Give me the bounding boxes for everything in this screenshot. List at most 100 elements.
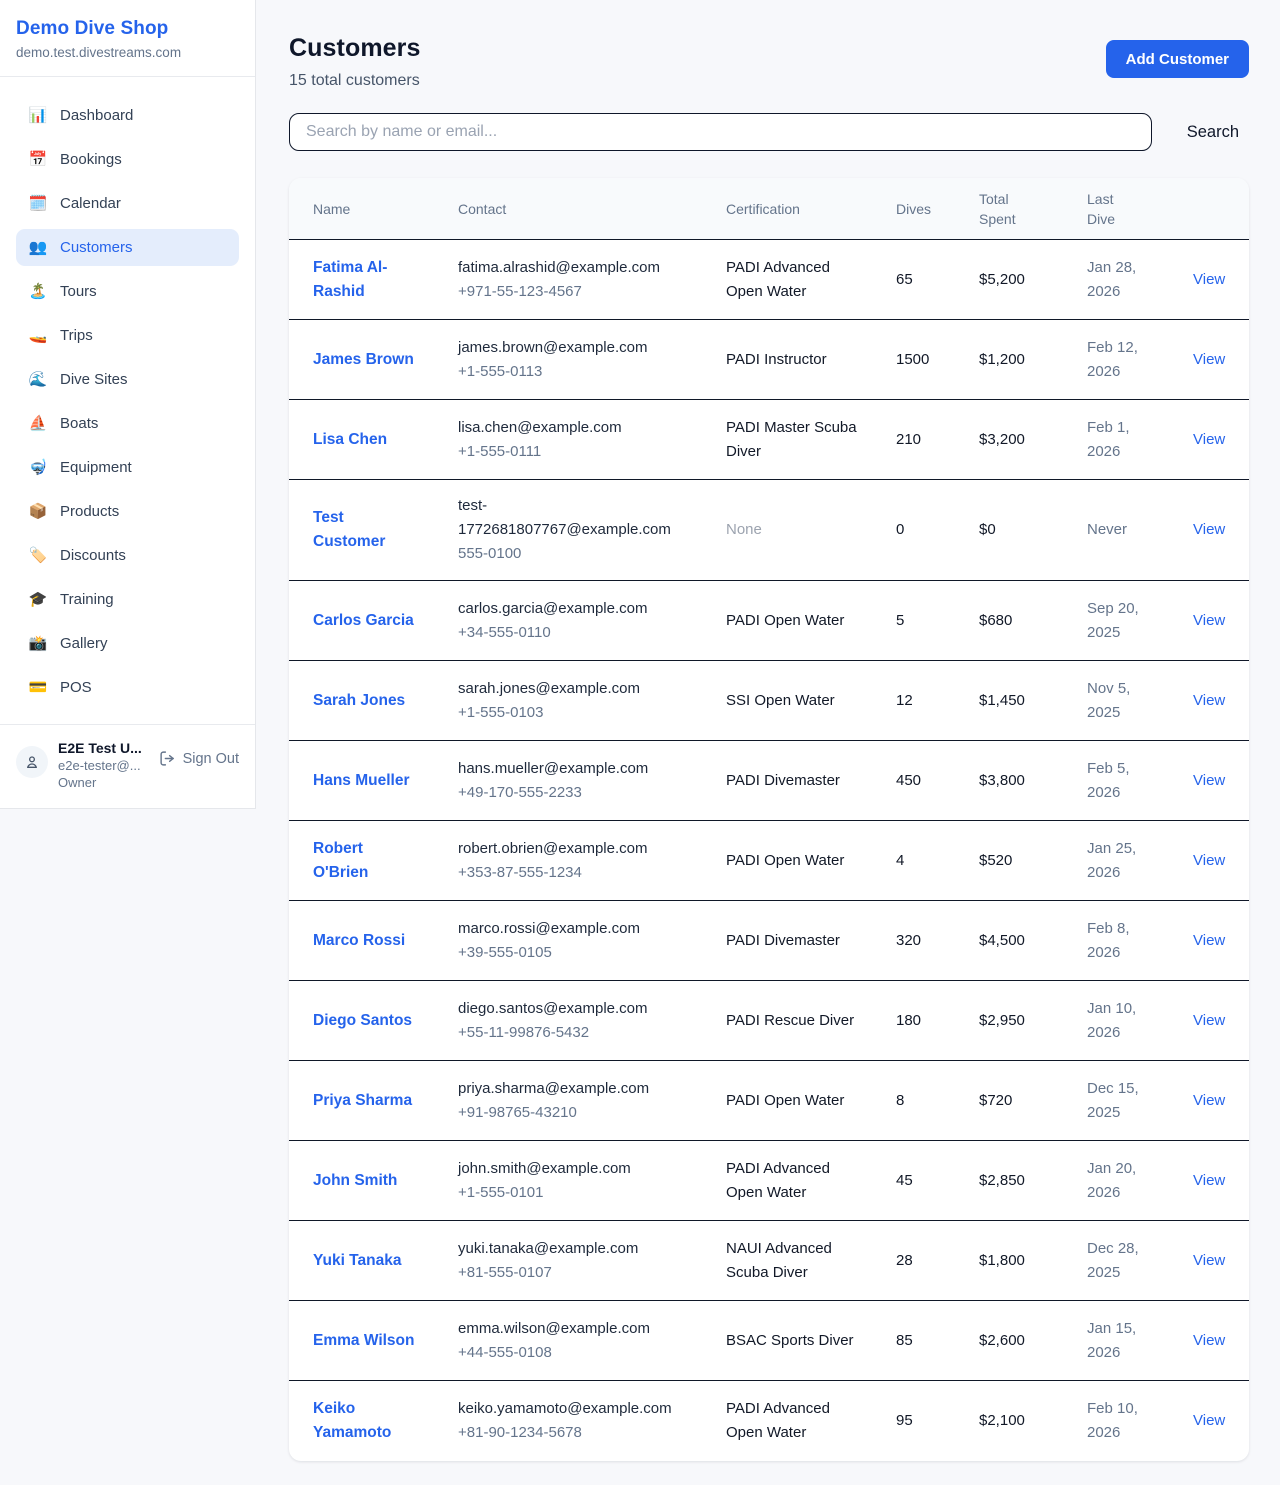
page-title: Customers: [289, 34, 421, 62]
view-link[interactable]: View: [1193, 691, 1226, 709]
table-row: Hans Mueller hans.mueller@example.com +4…: [289, 741, 1249, 821]
graduation-cap-icon: 🎓: [28, 591, 48, 608]
customer-last-dive: Feb 10, 2026: [1087, 1400, 1138, 1441]
view-link[interactable]: View: [1193, 430, 1226, 448]
view-link[interactable]: View: [1193, 1091, 1226, 1109]
customer-name-link[interactable]: Emma Wilson: [313, 1331, 415, 1349]
customer-name-link[interactable]: Lisa Chen: [313, 430, 388, 448]
search-button[interactable]: Search: [1177, 117, 1249, 148]
shop-subtitle: demo.test.divestreams.com: [16, 45, 182, 60]
customer-name-link[interactable]: Sarah Jones: [313, 691, 406, 709]
table-row: Priya Sharma priya.sharma@example.com +9…: [289, 1061, 1249, 1141]
avatar: [16, 746, 48, 778]
customer-name-link[interactable]: Marco Rossi: [313, 931, 406, 949]
table-row: Lisa Chen lisa.chen@example.com +1-555-0…: [289, 400, 1249, 480]
sidebar-item-trips[interactable]: 🚤 Trips: [16, 317, 239, 354]
customer-total-spent: $1,200: [979, 350, 1025, 368]
customer-name-link[interactable]: Fatima Al-Rashid: [313, 258, 388, 300]
customer-last-dive: Jan 28, 2026: [1087, 258, 1137, 300]
customer-name-link[interactable]: Robert O'Brien: [313, 839, 369, 881]
shop-title: Demo Dive Shop: [16, 18, 169, 39]
customer-email: hans.mueller@example.com: [458, 759, 649, 777]
customer-total-spent: $0: [979, 521, 996, 538]
sidebar-item-calendar[interactable]: 🗓️ Calendar: [16, 185, 239, 222]
view-link[interactable]: View: [1193, 771, 1226, 789]
customer-total-spent: $3,200: [979, 430, 1025, 448]
customer-name-link[interactable]: Hans Mueller: [313, 771, 410, 789]
customer-total-spent: $2,100: [979, 1412, 1025, 1429]
contact-cell: carlos.garcia@example.com +34-555-0110: [458, 597, 726, 645]
view-link[interactable]: View: [1193, 1331, 1226, 1349]
sidebar-item-tours[interactable]: 🏝️ Tours: [16, 273, 239, 310]
view-link[interactable]: View: [1193, 1171, 1226, 1189]
sidebar-item-training[interactable]: 🎓 Training: [16, 581, 239, 618]
customer-name-link[interactable]: Diego Santos: [313, 1011, 413, 1029]
view-link[interactable]: View: [1193, 851, 1226, 869]
view-link[interactable]: View: [1193, 1412, 1226, 1429]
view-link[interactable]: View: [1193, 350, 1226, 368]
sailboat-icon: ⛵: [28, 415, 48, 432]
view-link[interactable]: View: [1193, 1251, 1226, 1269]
customer-certification: PADI Advanced Open Water: [726, 1400, 830, 1441]
customer-email: keiko.yamamoto@example.com: [458, 1400, 672, 1417]
sign-out-button[interactable]: Sign Out: [159, 750, 239, 767]
sidebar-item-customers[interactable]: 👥 Customers: [16, 229, 239, 266]
view-link[interactable]: View: [1193, 611, 1226, 629]
sidebar-item-boats[interactable]: ⛵ Boats: [16, 405, 239, 442]
view-link[interactable]: View: [1193, 1011, 1226, 1029]
table-row: Sarah Jones sarah.jones@example.com +1-5…: [289, 661, 1249, 741]
table-row: Emma Wilson emma.wilson@example.com +44-…: [289, 1301, 1249, 1381]
sidebar-item-discounts[interactable]: 🏷️ Discounts: [16, 537, 239, 574]
search-input[interactable]: [289, 113, 1152, 151]
customer-dives: 0: [896, 521, 905, 538]
customer-certification: SSI Open Water: [726, 691, 835, 709]
sidebar-item-bookings[interactable]: 📅 Bookings: [16, 141, 239, 178]
view-link[interactable]: View: [1193, 931, 1226, 949]
sidebar-item-gallery[interactable]: 📸 Gallery: [16, 625, 239, 662]
customer-dives: 4: [896, 851, 905, 869]
customer-email: diego.santos@example.com: [458, 999, 648, 1017]
user-name: E2E Test U...: [58, 740, 142, 756]
customer-phone: +971-55-123-4567: [458, 282, 582, 300]
customer-name-link[interactable]: James Brown: [313, 350, 414, 368]
sidebar-item-dive-sites[interactable]: 🌊 Dive Sites: [16, 361, 239, 398]
add-customer-button[interactable]: Add Customer: [1105, 40, 1249, 78]
island-icon: 🏝️: [28, 283, 48, 300]
customer-phone: +55-11-99876-5432: [458, 1023, 590, 1041]
wave-icon: 🌊: [28, 371, 48, 388]
sidebar-item-dashboard[interactable]: 📊 Dashboard: [16, 97, 239, 134]
customer-dives: 1500: [896, 350, 930, 368]
total-customers-count: 15 total customers: [289, 72, 420, 89]
sidebar-item-products[interactable]: 📦 Products: [16, 493, 239, 530]
customer-dives: 85: [896, 1331, 913, 1349]
customer-name-link[interactable]: Test Customer: [313, 509, 386, 550]
customer-certification: BSAC Sports Diver: [726, 1331, 854, 1349]
customer-last-dive: Jan 10, 2026: [1087, 999, 1137, 1041]
credit-card-icon: 💳: [28, 679, 48, 696]
view-link[interactable]: View: [1193, 270, 1226, 288]
column-header-dives: Dives: [896, 200, 932, 217]
table-row: Diego Santos diego.santos@example.com +5…: [289, 981, 1249, 1061]
sidebar-item-pos[interactable]: 💳 POS: [16, 669, 239, 706]
table-row: Marco Rossi marco.rossi@example.com +39-…: [289, 901, 1249, 981]
contact-cell: marco.rossi@example.com +39-555-0105: [458, 917, 726, 965]
customer-certification: PADI Divemaster: [726, 931, 840, 949]
person-icon: [27, 756, 37, 768]
customer-name-link[interactable]: Priya Sharma: [313, 1091, 413, 1109]
sidebar-item-label: Dashboard: [60, 107, 134, 124]
customer-email: john.smith@example.com: [458, 1159, 631, 1177]
customer-name-link[interactable]: Yuki Tanaka: [313, 1251, 402, 1269]
sign-out-label: Sign Out: [182, 750, 239, 767]
customer-dives: 180: [896, 1011, 922, 1029]
customer-last-dive: Jan 20, 2026: [1087, 1159, 1137, 1201]
customer-phone: +91-98765-43210: [458, 1103, 577, 1121]
customer-name-link[interactable]: Carlos Garcia: [313, 611, 414, 629]
sidebar-item-label: Bookings: [60, 151, 122, 168]
view-link[interactable]: View: [1193, 521, 1226, 538]
customer-email: priya.sharma@example.com: [458, 1079, 650, 1097]
customer-last-dive: Jan 25, 2026: [1087, 839, 1137, 881]
main-content: Customers 15 total customers Add Custome…: [256, 0, 1280, 1461]
customer-name-link[interactable]: Keiko Yamamoto: [313, 1400, 392, 1441]
customer-name-link[interactable]: John Smith: [313, 1171, 398, 1189]
sidebar-item-equipment[interactable]: 🤿 Equipment: [16, 449, 239, 486]
